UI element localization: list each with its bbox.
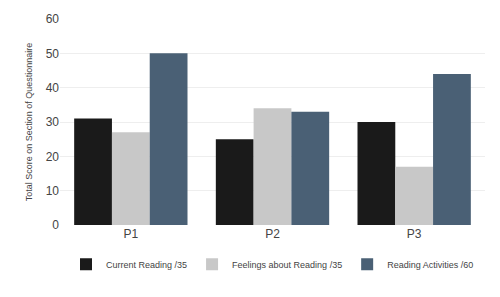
svg-text:Total Score on Section of Ques: Total Score on Section of Questionnaire xyxy=(24,43,34,202)
svg-text:P2: P2 xyxy=(265,227,280,241)
svg-text:30: 30 xyxy=(46,115,60,129)
svg-text:Current Reading /35: Current Reading /35 xyxy=(106,260,187,270)
svg-text:10: 10 xyxy=(46,184,60,198)
svg-text:Reading Activities /60: Reading Activities /60 xyxy=(387,260,473,270)
svg-text:Feelings about Reading /35: Feelings about Reading /35 xyxy=(232,260,342,270)
svg-text:40: 40 xyxy=(46,81,60,95)
svg-text:60: 60 xyxy=(46,12,60,26)
svg-text:0: 0 xyxy=(52,218,59,232)
svg-text:50: 50 xyxy=(46,47,60,61)
svg-text:20: 20 xyxy=(46,150,60,164)
svg-text:P1: P1 xyxy=(123,227,138,241)
svg-text:P3: P3 xyxy=(407,227,422,241)
